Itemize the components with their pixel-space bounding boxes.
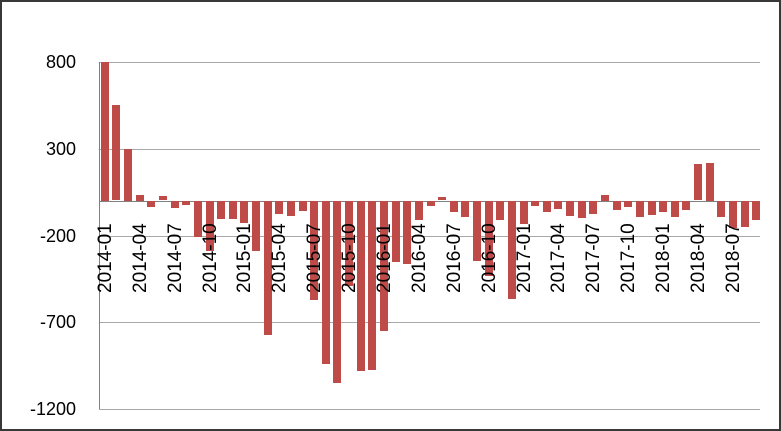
y-axis-label: 300 xyxy=(45,139,76,159)
x-axis-label: 2018-04 xyxy=(688,223,709,293)
x-axis-label: 2015-07 xyxy=(304,223,325,293)
bar[interactable] xyxy=(287,201,295,216)
x-axis-label: 2014-01 xyxy=(95,223,116,293)
x-axis-label: 2018-01 xyxy=(653,223,674,293)
y-axis-label: -200 xyxy=(39,226,76,246)
bar[interactable] xyxy=(543,201,551,212)
bar[interactable] xyxy=(706,163,714,201)
x-axis-label: 2016-04 xyxy=(409,223,430,293)
bar[interactable] xyxy=(299,201,307,211)
x-axis-label: 2014-04 xyxy=(130,223,151,293)
bar[interactable] xyxy=(671,201,679,217)
bar[interactable] xyxy=(217,201,225,219)
x-axis-label: 2017-07 xyxy=(583,223,604,293)
x-axis-label: 2017-04 xyxy=(548,223,569,293)
bar[interactable] xyxy=(310,201,318,300)
y-axis-label: -1200 xyxy=(29,399,76,419)
bar[interactable] xyxy=(682,201,690,210)
bar[interactable] xyxy=(624,201,632,207)
x-axis-label: 2014-07 xyxy=(165,223,186,293)
bar[interactable] xyxy=(206,201,214,251)
bar[interactable] xyxy=(601,195,609,201)
bar[interactable] xyxy=(659,201,667,212)
bar[interactable] xyxy=(415,201,423,220)
bar[interactable] xyxy=(438,197,446,200)
x-axis-label: 2016-07 xyxy=(444,223,465,293)
bar[interactable] xyxy=(136,195,144,201)
x-axis-label: 2016-10 xyxy=(479,223,500,293)
bar[interactable] xyxy=(403,201,411,264)
bar[interactable] xyxy=(240,201,248,223)
x-axis-label: 2015-01 xyxy=(234,223,255,293)
gridline xyxy=(99,236,760,237)
x-axis-label: 2017-01 xyxy=(514,223,535,293)
bar[interactable] xyxy=(636,201,644,217)
value-axis-line xyxy=(99,62,100,409)
bar[interactable] xyxy=(264,201,272,335)
bar[interactable] xyxy=(124,149,132,201)
bar[interactable] xyxy=(473,201,481,261)
x-axis-label: 2015-10 xyxy=(339,223,360,293)
bar[interactable] xyxy=(182,201,190,205)
bar[interactable] xyxy=(589,201,597,214)
x-axis-label: 2014-10 xyxy=(200,223,221,293)
bar[interactable] xyxy=(752,201,760,220)
bar[interactable] xyxy=(171,201,179,208)
x-axis-label: 2017-10 xyxy=(618,223,639,293)
x-axis-label: 2015-04 xyxy=(269,223,290,293)
bar[interactable] xyxy=(380,201,388,331)
bar[interactable] xyxy=(566,201,574,216)
bar[interactable] xyxy=(275,201,283,214)
bar[interactable] xyxy=(694,164,702,200)
bar[interactable] xyxy=(112,105,120,200)
gridline xyxy=(99,149,760,150)
bar[interactable] xyxy=(159,196,167,200)
bar[interactable] xyxy=(229,201,237,219)
bar[interactable] xyxy=(461,201,469,217)
x-axis-label: 2018-07 xyxy=(723,223,744,293)
bar[interactable] xyxy=(368,201,376,370)
bar[interactable] xyxy=(322,201,330,364)
y-axis-label: -700 xyxy=(39,312,76,332)
bar[interactable] xyxy=(427,201,435,206)
bar[interactable] xyxy=(741,201,749,227)
bar[interactable] xyxy=(717,201,725,217)
bar[interactable] xyxy=(252,201,260,251)
bar[interactable] xyxy=(613,201,621,210)
bar[interactable] xyxy=(357,201,365,371)
bar[interactable] xyxy=(554,201,562,209)
bar[interactable] xyxy=(147,201,155,207)
x-axis-label: 2016-01 xyxy=(374,223,395,293)
gridline xyxy=(99,62,760,63)
bar[interactable] xyxy=(520,201,528,224)
bar[interactable] xyxy=(578,201,586,218)
bar[interactable] xyxy=(648,201,656,215)
bar[interactable] xyxy=(485,201,493,276)
bar[interactable] xyxy=(496,201,504,220)
bar[interactable] xyxy=(345,201,353,286)
bar[interactable] xyxy=(450,201,458,212)
bar[interactable] xyxy=(392,201,400,262)
bar[interactable] xyxy=(531,201,539,206)
bar[interactable] xyxy=(101,62,109,201)
bar[interactable] xyxy=(333,201,341,383)
gridline xyxy=(99,409,760,410)
gridline xyxy=(99,322,760,323)
bar[interactable] xyxy=(194,201,202,237)
y-axis-label: 800 xyxy=(45,52,76,72)
bar[interactable] xyxy=(508,201,516,299)
bar[interactable] xyxy=(729,201,737,228)
